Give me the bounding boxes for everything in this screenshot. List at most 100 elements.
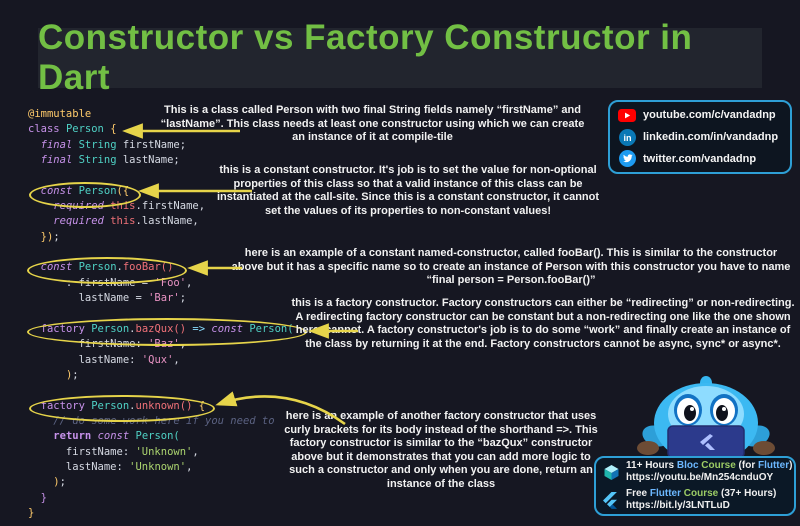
- text-segment: .firstName,: [135, 200, 206, 213]
- text-segment: ;: [59, 476, 66, 489]
- text-segment: [28, 215, 53, 227]
- annotation-factory-body-constructor: here is an example of another factory co…: [284, 410, 598, 490]
- dash-mascot: [637, 376, 775, 458]
- text-segment: 'Bar': [148, 292, 180, 305]
- text-segment: Course: [698, 460, 736, 471]
- social-row-linkedin[interactable]: in linkedin.com/in/vandadnp: [618, 128, 782, 147]
- youtube-link-label: youtube.com/c/vandadnp: [643, 109, 776, 122]
- annotation-factory-constructor: this is a factory constructor. Factory c…: [291, 297, 795, 350]
- text-segment: [28, 476, 53, 488]
- social-row-twitter[interactable]: twitter.com/vandadnp: [618, 149, 782, 168]
- text-segment: Free: [626, 488, 650, 499]
- text-segment: (37+ Hours): [718, 488, 777, 499]
- text-segment: ): [789, 460, 793, 471]
- text-segment: return: [53, 430, 98, 443]
- text-segment: 11+ Hours: [626, 460, 677, 471]
- text-segment: final: [40, 154, 79, 167]
- code-line: final String firstName;: [28, 138, 294, 153]
- courses-box: 11+ Hours Bloc Course (for Flutter) http…: [594, 456, 796, 516]
- text-segment: String: [78, 138, 123, 151]
- bloc-course-title: 11+ Hours Bloc Course (for Flutter): [626, 460, 792, 472]
- code-line: }: [28, 506, 294, 521]
- text-segment: Flutter: [757, 460, 790, 471]
- highlight-oval-foobar-constructor: [27, 257, 187, 284]
- code-line: class Person {: [28, 122, 294, 137]
- text-segment: class: [28, 123, 66, 136]
- text-segment: }: [40, 491, 47, 504]
- code-line: lastName: 'Unknown',: [28, 460, 294, 475]
- annotation-constant-constructor: this is a constant constructor. It's job…: [216, 164, 600, 217]
- text-segment: Person(: [135, 430, 180, 443]
- twitter-link-label: twitter.com/vandadnp: [643, 152, 757, 165]
- title-bar: Constructor vs Factory Constructor in Da…: [38, 18, 762, 97]
- linkedin-link-label: linkedin.com/in/vandadnp: [643, 131, 779, 143]
- code-line: );: [28, 475, 294, 490]
- text-segment: ,: [186, 276, 193, 289]
- text-segment: ;: [53, 230, 60, 243]
- text-segment: const: [97, 430, 136, 443]
- text-segment: ): [53, 476, 60, 489]
- text-segment: lastName:: [28, 353, 142, 366]
- text-segment: [28, 139, 41, 151]
- course-row-flutter[interactable]: Free Flutter Course (37+ Hours) https://…: [603, 488, 787, 512]
- text-segment: firstName:: [28, 445, 136, 458]
- text-segment: Person: [65, 123, 111, 136]
- annotation-named-constructor: here is an example of a constant named-c…: [231, 247, 791, 286]
- text-segment: lastName:: [28, 460, 130, 473]
- text-segment: firstName;: [122, 138, 187, 151]
- text-segment: {: [110, 123, 117, 136]
- text-segment: [28, 231, 41, 243]
- text-segment: [28, 369, 66, 381]
- text-segment: this: [110, 215, 136, 228]
- code-line: required this.lastName,: [28, 214, 294, 229]
- youtube-icon: [618, 106, 636, 124]
- code-line: }: [28, 491, 294, 506]
- text-segment: [28, 154, 41, 166]
- text-segment: .lastName,: [135, 215, 199, 228]
- text-segment: Flutter: [649, 488, 682, 499]
- code-line: final String lastName;: [28, 153, 294, 168]
- code-line: lastName: 'Qux',: [28, 353, 294, 368]
- bloc-cube-icon: [603, 464, 620, 481]
- text-segment: Course: [681, 488, 719, 499]
- text-segment: ,: [192, 445, 199, 458]
- code-line: );: [28, 368, 294, 383]
- text-segment: ,: [186, 460, 193, 473]
- text-segment: lastName =: [28, 292, 149, 305]
- highlight-oval-unknown-constructor: [29, 395, 215, 422]
- code-line: @immutable: [28, 107, 294, 122]
- social-row-youtube[interactable]: youtube.com/c/vandadnp: [618, 106, 782, 125]
- code-line: });: [28, 230, 294, 245]
- text-segment: }): [40, 230, 54, 243]
- twitter-icon: [618, 150, 636, 168]
- bloc-course-url[interactable]: https://youtu.be/Mn254cnduOY: [626, 472, 774, 483]
- code-line: return const Person(: [28, 429, 294, 444]
- text-segment: 'Unknown': [129, 460, 187, 473]
- text-segment: (for: [735, 460, 758, 471]
- text-segment: [28, 430, 53, 442]
- annotation-class-person: This is a class called Person with two f…: [160, 104, 585, 143]
- text-segment: }: [28, 506, 35, 519]
- page-title: Constructor vs Factory Constructor in Da…: [38, 18, 693, 97]
- highlight-oval-bazqux-constructor: [27, 318, 307, 346]
- text-segment: required: [53, 215, 111, 228]
- text-segment: @immutable: [28, 108, 92, 120]
- flutter-course-title: Free Flutter Course (37+ Hours): [626, 488, 776, 500]
- highlight-oval-const-constructor: [29, 182, 141, 208]
- text-segment: String: [78, 154, 123, 167]
- text-segment: lastName;: [122, 154, 180, 167]
- linkedin-icon: in: [618, 128, 636, 146]
- social-links-box: youtube.com/c/vandadnp in linkedin.com/i…: [608, 100, 792, 174]
- text-segment: 'Unknown': [135, 445, 193, 458]
- text-segment: ;: [72, 368, 79, 381]
- text-segment: ): [65, 368, 73, 381]
- code-line: lastName = 'Bar';: [28, 291, 294, 306]
- text-segment: ;: [179, 292, 187, 305]
- code-line: firstName: 'Unknown',: [28, 445, 294, 460]
- text-segment: ,: [173, 353, 180, 366]
- text-segment: Bloc: [676, 460, 699, 471]
- flutter-course-url[interactable]: https://bit.ly/3LNTLuD: [626, 500, 730, 511]
- flutter-logo-icon: [603, 491, 620, 509]
- course-row-bloc[interactable]: 11+ Hours Bloc Course (for Flutter) http…: [603, 460, 792, 484]
